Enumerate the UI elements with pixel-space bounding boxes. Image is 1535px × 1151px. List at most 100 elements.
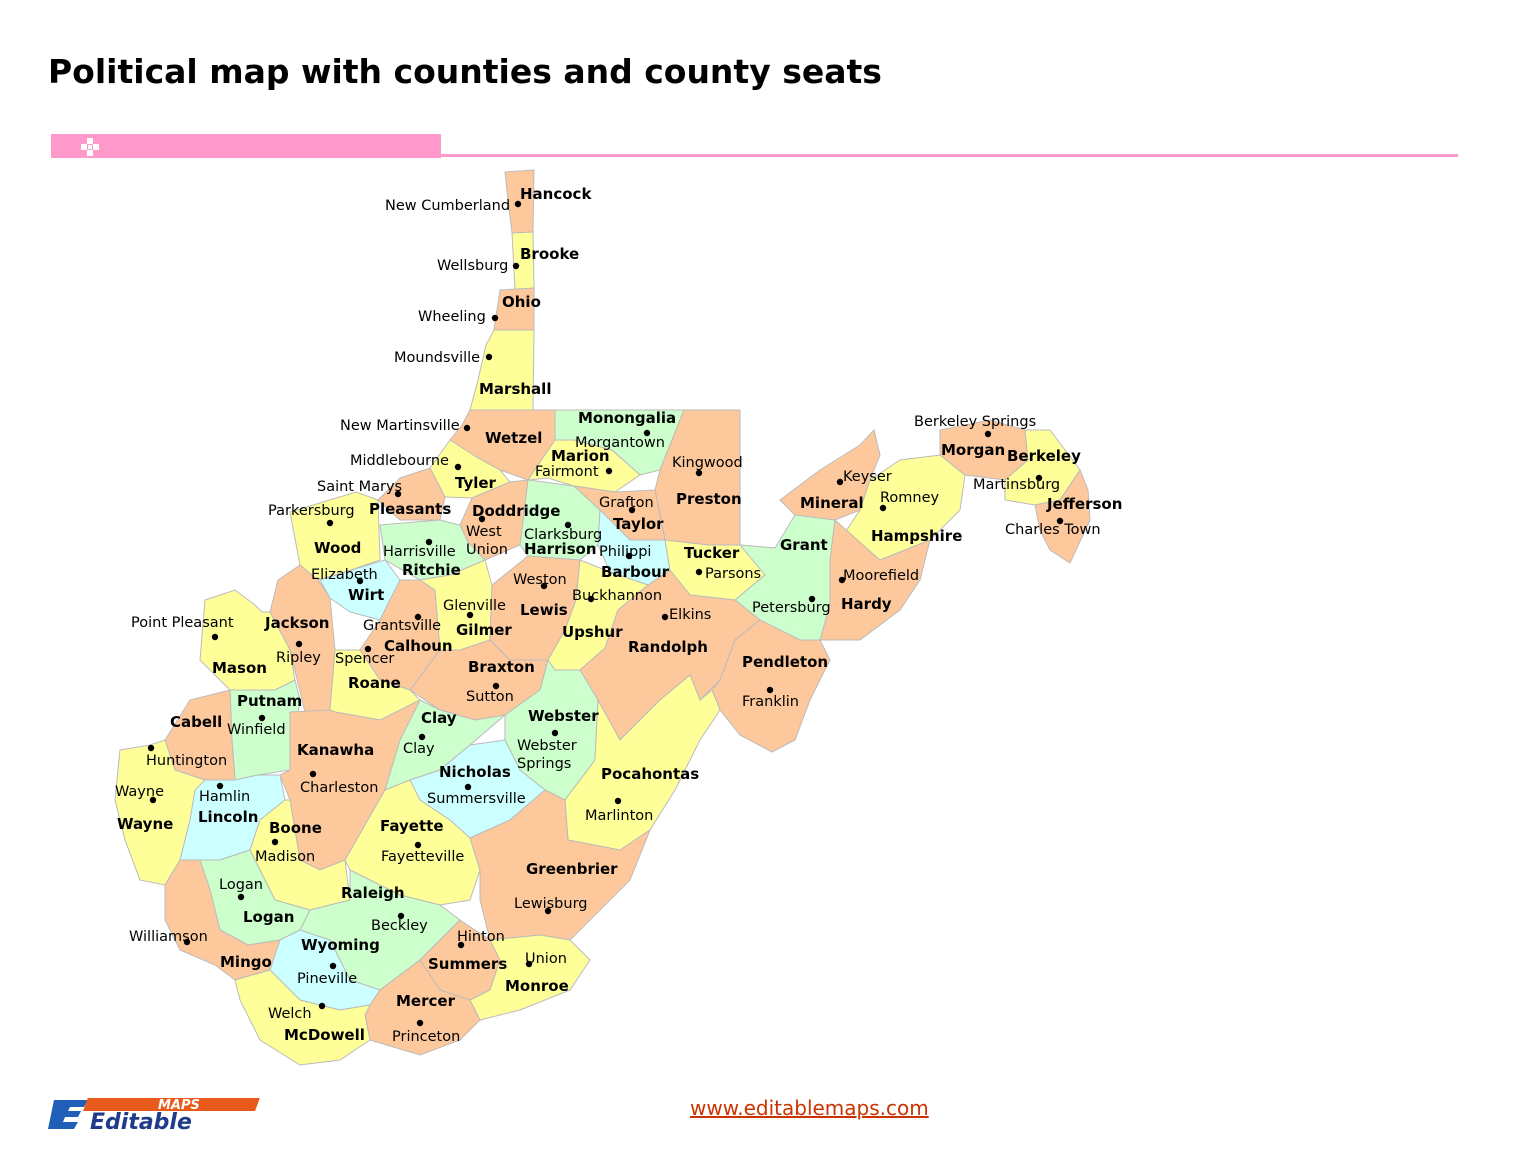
county-label-boone: Boone [269, 819, 322, 837]
county-label-mingo: Mingo [220, 953, 272, 971]
seat-dot-parsons [695, 568, 703, 576]
seat-label-petersburg: Petersburg [752, 600, 831, 616]
svg-text:MAPS: MAPS [158, 1098, 200, 1113]
seat-dot-west-union [478, 515, 486, 523]
county-label-marion: Marion [551, 447, 610, 465]
county-label-kanawha: Kanawha [297, 741, 374, 759]
county-label-summers: Summers [428, 955, 507, 973]
seat-label-glenville: Glenville [443, 598, 506, 614]
seat-dot-clay [418, 733, 426, 741]
seat-label-moorefield: Moorefield [843, 568, 919, 584]
seat-label-franklin: Franklin [742, 694, 799, 710]
seat-dot-logan [237, 893, 245, 901]
seat-label-logan: Logan [219, 877, 263, 893]
seat-label-hinton: Hinton [457, 929, 505, 945]
seat-dot-berkeley-springs [984, 430, 992, 438]
seat-dot-franklin [766, 686, 774, 694]
editable-maps-logo: MAPS Editable [48, 1098, 260, 1132]
seat-label-buckhannon: Buckhannon [572, 588, 662, 604]
county-label-wood: Wood [314, 539, 361, 557]
seat-label-kingwood: Kingwood [672, 455, 743, 471]
seat-dot-beckley [397, 912, 405, 920]
seat-label-webster-springs: Webster Springs [517, 738, 577, 772]
seat-dot-spencer [364, 645, 372, 653]
county-label-monongalia: Monongalia [578, 409, 676, 427]
seat-label-spencer: Spencer [335, 651, 394, 667]
county-label-pendleton: Pendleton [742, 653, 828, 671]
county-jefferson [1034, 468, 1091, 564]
county-label-pleasants: Pleasants [369, 500, 451, 518]
seat-dot-elkins [661, 613, 669, 621]
seat-label-elizabeth: Elizabeth [311, 567, 378, 583]
decorative-cross-icon [81, 138, 99, 156]
seat-label-wellsburg: Wellsburg [437, 258, 508, 274]
seat-dot-clarksburg [564, 521, 572, 529]
seat-label-moundsville: Moundsville [394, 350, 480, 366]
page-title: Political map with counties and county s… [48, 52, 882, 91]
county-label-preston: Preston [676, 490, 742, 508]
website-link[interactable]: www.editablemaps.com [690, 1096, 929, 1120]
seat-dot-elizabeth [356, 577, 364, 585]
county-label-taylor: Taylor [613, 515, 664, 533]
seat-label-romney: Romney [880, 490, 940, 506]
county-label-mineral: Mineral [800, 494, 864, 512]
seat-dot-princeton [416, 1019, 424, 1027]
county-label-mason: Mason [212, 659, 267, 677]
seat-label-wayne: Wayne [115, 784, 164, 800]
seat-dot-lewisburg [544, 907, 552, 915]
county-label-tyler: Tyler [455, 474, 497, 492]
seat-dot-fayetteville [414, 841, 422, 849]
county-monroe [469, 934, 591, 1021]
seat-label-clarksburg: Clarksburg [524, 527, 602, 543]
county-label-cabell: Cabell [170, 713, 222, 731]
seat-dot-middlebourne [454, 463, 462, 471]
county-label-morgan: Morgan [941, 441, 1005, 459]
county-label-roane: Roane [348, 674, 401, 692]
seat-dot-buckhannon [587, 595, 595, 603]
seat-dot-wayne [149, 796, 157, 804]
county-label-lincoln: Lincoln [198, 808, 258, 826]
seat-label-clay: Clay [403, 741, 435, 757]
seat-label-berkeley-springs: Berkeley Springs [914, 414, 1036, 430]
county-label-barbour: Barbour [601, 563, 670, 581]
seat-label-keyser: Keyser [843, 469, 892, 485]
seat-dot-harrisville [425, 538, 433, 546]
seat-label-philippi: Philippi [599, 544, 651, 560]
seat-label-charleston: Charleston [300, 780, 378, 796]
seat-label-summersville: Summersville [427, 791, 526, 807]
seat-dot-marlinton [614, 797, 622, 805]
county-greenbrier [469, 789, 652, 941]
seat-dot-point-pleasant [211, 633, 219, 641]
county-label-greenbrier: Greenbrier [526, 860, 618, 878]
seat-label-point-pleasant: Point Pleasant [131, 615, 234, 631]
county-label-webster: Webster [528, 707, 599, 725]
seat-dot-new-martinsville [463, 424, 471, 432]
county-label-nicholas: Nicholas [439, 763, 511, 781]
seat-label-parkersburg: Parkersburg [268, 503, 355, 519]
seat-label-lewisburg: Lewisburg [514, 896, 588, 912]
county-label-wirt: Wirt [348, 586, 384, 604]
svg-text:Editable: Editable [90, 1110, 192, 1132]
seat-dot-wheeling [491, 314, 499, 322]
seat-dot-new-cumberland [514, 200, 522, 208]
county-label-jefferson: Jefferson [1046, 495, 1122, 513]
seat-dot-grantsville [414, 613, 422, 621]
county-label-harrison: Harrison [524, 540, 597, 558]
seat-dot-grafton [628, 506, 636, 514]
seat-dot-ripley [295, 640, 303, 648]
seat-dot-sutton [492, 682, 500, 690]
seat-label-new-martinsville: New Martinsville [340, 418, 460, 434]
seat-label-weston: Weston [513, 572, 567, 588]
title-bar [51, 134, 441, 158]
county-label-hancock: Hancock [520, 185, 592, 203]
seat-dot-huntington [147, 744, 155, 752]
seat-dot-winfield [258, 714, 266, 722]
seat-dot-weston [540, 582, 548, 590]
county-label-marshall: Marshall [479, 380, 551, 398]
county-label-clay: Clay [421, 709, 457, 727]
title-rule [440, 154, 1458, 157]
county-label-upshur: Upshur [562, 623, 623, 641]
county-label-hampshire: Hampshire [871, 527, 962, 545]
county-label-mercer: Mercer [396, 992, 456, 1010]
county-label-brooke: Brooke [520, 245, 579, 263]
